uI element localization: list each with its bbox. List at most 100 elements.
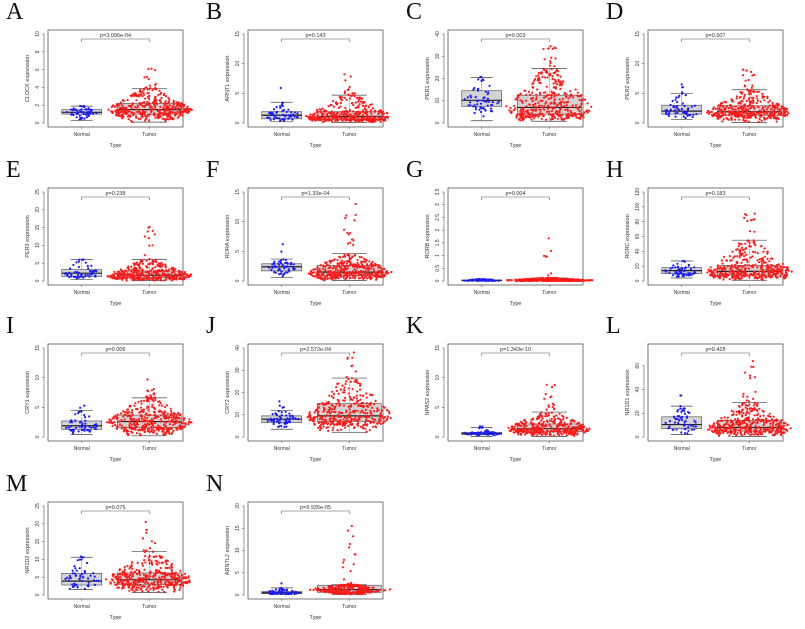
data-point <box>348 231 352 235</box>
data-point <box>350 118 354 121</box>
data-point <box>756 259 759 262</box>
data-point <box>553 46 556 49</box>
data-point <box>141 426 144 429</box>
data-point <box>382 405 385 408</box>
data-point <box>745 247 748 250</box>
data-point <box>736 274 739 277</box>
data-point <box>352 402 356 405</box>
data-point <box>546 110 549 113</box>
data-point <box>381 112 384 115</box>
data-point <box>340 275 343 279</box>
data-point <box>112 276 115 279</box>
data-point <box>322 267 325 270</box>
data-point <box>139 90 142 93</box>
data-point <box>284 410 287 413</box>
data-point <box>463 279 467 282</box>
data-point <box>148 103 151 106</box>
data-point <box>768 269 771 272</box>
data-point <box>133 404 136 407</box>
data-point <box>553 65 556 68</box>
data-point <box>364 423 367 426</box>
data-point <box>744 269 747 272</box>
data-point <box>544 102 547 105</box>
data-point <box>487 91 490 94</box>
data-point <box>326 277 329 280</box>
data-point <box>317 274 320 277</box>
y-tick-label: 10 <box>235 219 241 225</box>
data-point <box>735 271 739 274</box>
data-point <box>482 277 485 281</box>
data-point <box>361 118 364 121</box>
data-point <box>348 408 351 411</box>
data-point <box>131 104 134 107</box>
data-point <box>341 119 344 122</box>
data-point <box>774 110 777 114</box>
data-point <box>740 269 743 272</box>
data-point <box>371 265 374 268</box>
data-point <box>324 268 327 271</box>
data-point <box>164 273 167 276</box>
data-point <box>143 416 146 419</box>
data-point <box>313 118 316 121</box>
data-point <box>189 273 192 276</box>
data-point <box>171 277 175 280</box>
data-point <box>481 426 484 429</box>
data-point <box>714 107 717 110</box>
data-point <box>315 415 318 418</box>
data-point <box>383 420 386 423</box>
data-point <box>147 263 150 266</box>
data-point <box>86 264 89 268</box>
y-tick-label: 10 <box>35 375 41 381</box>
data-point <box>466 96 469 99</box>
data-point <box>156 109 159 113</box>
data-point <box>730 98 733 101</box>
data-point <box>115 416 118 419</box>
data-point <box>116 413 119 416</box>
data-point <box>569 106 572 109</box>
data-point <box>118 420 121 423</box>
data-point <box>343 96 346 99</box>
data-point <box>333 272 336 276</box>
significance-bracket <box>681 38 750 42</box>
data-point <box>575 104 578 107</box>
data-point <box>742 112 745 115</box>
y-tick-label: 100 <box>635 202 641 211</box>
data-point <box>283 267 286 270</box>
data-point <box>730 118 733 121</box>
data-point <box>311 418 314 421</box>
data-point <box>132 112 135 115</box>
data-point <box>65 111 68 114</box>
data-point <box>75 426 78 429</box>
data-point <box>550 425 553 428</box>
data-point <box>489 432 492 435</box>
data-point <box>354 202 357 205</box>
data-point <box>745 116 748 119</box>
data-point <box>336 398 339 401</box>
data-point <box>344 117 347 120</box>
data-point <box>379 412 382 415</box>
data-point <box>669 267 672 270</box>
y-tick-label: 10 <box>435 375 441 381</box>
data-point <box>329 266 332 269</box>
data-point <box>272 420 276 424</box>
data-point <box>732 105 735 108</box>
data-point <box>379 422 382 426</box>
data-point <box>747 120 750 123</box>
y-tick-label: 0 <box>235 279 241 282</box>
significance-bracket <box>481 352 550 356</box>
data-point <box>745 253 748 256</box>
data-point <box>757 273 760 276</box>
data-point <box>567 116 570 119</box>
data-point <box>766 257 769 261</box>
data-point <box>680 83 683 86</box>
data-point <box>353 119 356 122</box>
data-point <box>335 389 339 392</box>
data-point <box>525 99 528 102</box>
data-point <box>309 113 312 116</box>
data-point <box>383 275 386 278</box>
data-point <box>307 272 310 275</box>
data-point <box>337 401 340 405</box>
data-point <box>722 269 725 272</box>
data-point <box>346 419 349 422</box>
